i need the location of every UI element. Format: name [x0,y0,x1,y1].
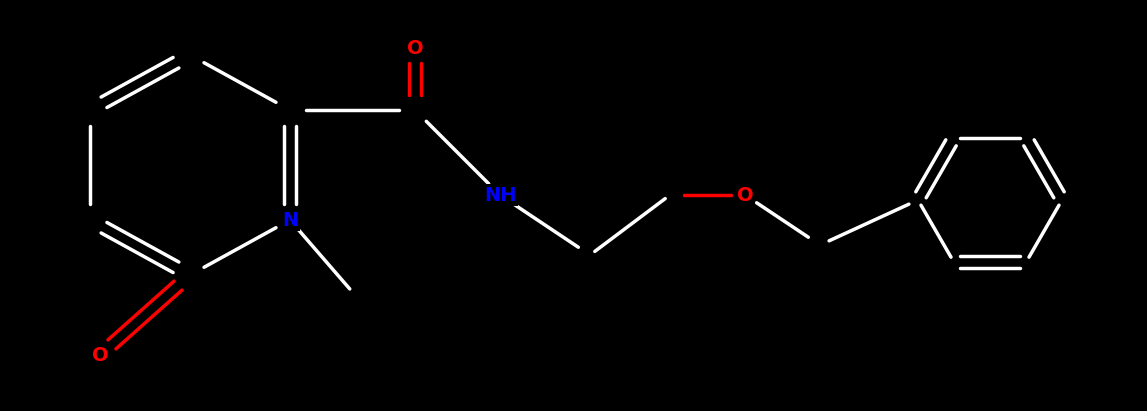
Text: O: O [407,39,423,58]
Text: N: N [282,210,298,229]
Text: O: O [736,185,754,205]
Text: O: O [92,346,108,365]
Text: NH: NH [484,185,516,205]
